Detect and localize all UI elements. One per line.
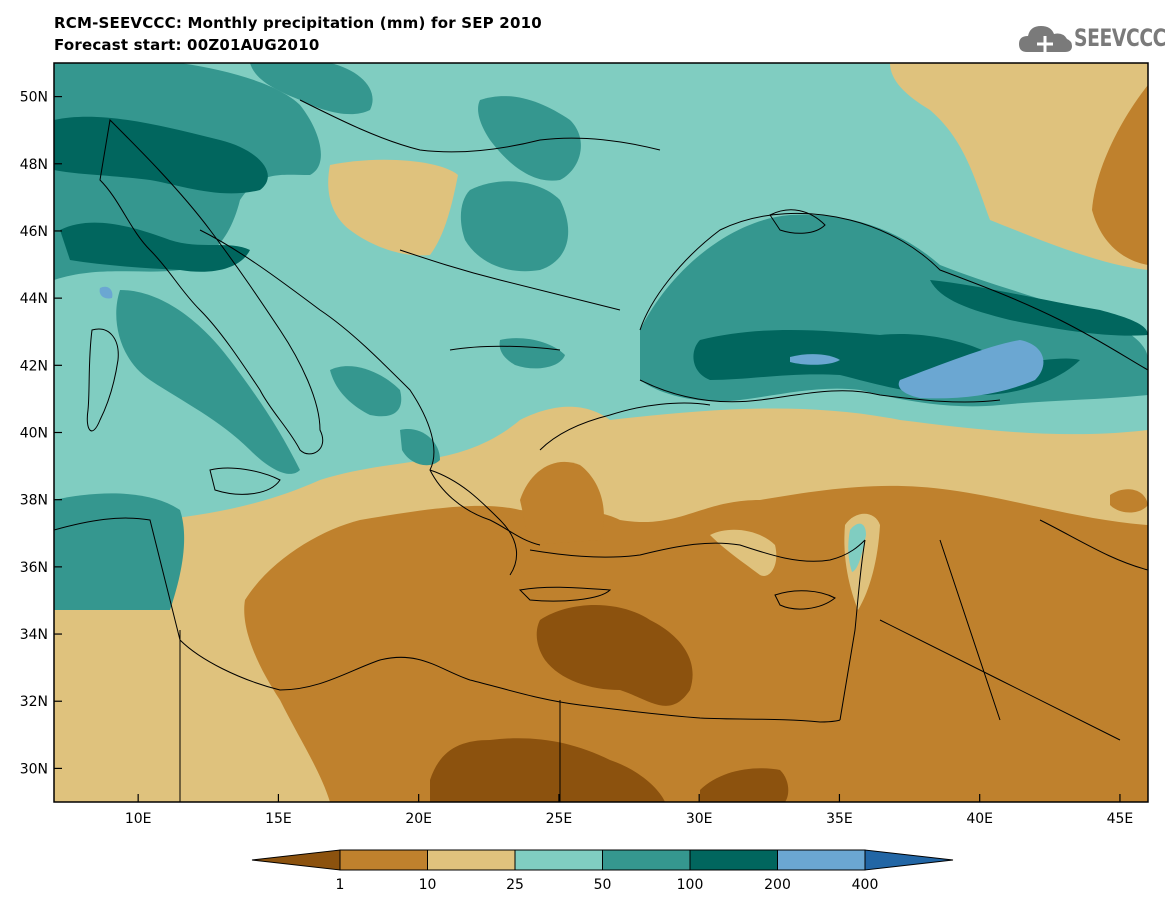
colorbar-label: 200: [764, 877, 791, 893]
lat-tick-label: 38N: [20, 493, 48, 509]
colorbar-segment: [339, 849, 428, 871]
colorbar-segment: [427, 849, 516, 871]
precipitation-colorbar: 1 10 25 50 100 200 400: [251, 849, 954, 893]
colorbar-segment: [689, 849, 778, 871]
colorbar-label: 10: [419, 877, 437, 893]
lat-tick-label: 30N: [20, 761, 48, 777]
lat-tick-label: 42N: [20, 358, 48, 374]
lon-tick-label: 45E: [1107, 811, 1134, 827]
lon-tick-label: 35E: [826, 811, 853, 827]
precipitation-field: [54, 63, 1148, 802]
colorbar-below-arrow: [251, 849, 341, 871]
lat-tick-label: 40N: [20, 426, 48, 442]
map-title: RCM-SEEVCCC: Monthly precipitation (mm) …: [54, 14, 542, 32]
colorbar-label: 25: [506, 877, 524, 893]
country-borders: [54, 99, 1148, 802]
lon-tick-label: 40E: [966, 811, 993, 827]
forecast-start-label: Forecast start: 00Z01AUG2010: [54, 36, 320, 54]
colorbar-segment: [602, 849, 691, 871]
longitude-axis: 10E 15E 20E 25E 30E 35E 40E 45E: [125, 794, 1133, 827]
colorbar-segment: [777, 849, 866, 871]
lat-tick-label: 34N: [20, 627, 48, 643]
colorbar-above-arrow: [864, 849, 954, 871]
colorbar-segment: [514, 849, 603, 871]
lat-tick-label: 50N: [20, 90, 48, 106]
colorbar-label: 1: [336, 877, 345, 893]
seevccc-logo-text: SEEVCCC: [1074, 24, 1165, 52]
colorbar-label: 100: [677, 877, 704, 893]
latitude-axis: 50N 48N 46N 44N 42N 40N 38N 36N 34N 32N 30N: [20, 90, 62, 777]
colorbar-label: 50: [594, 877, 612, 893]
lat-tick-label: 44N: [20, 291, 48, 307]
lat-tick-label: 48N: [20, 157, 48, 173]
lon-tick-label: 30E: [686, 811, 713, 827]
lon-tick-label: 20E: [405, 811, 432, 827]
lat-tick-label: 46N: [20, 224, 48, 240]
lon-tick-label: 10E: [125, 811, 152, 827]
lat-tick-label: 36N: [20, 560, 48, 576]
lat-tick-label: 32N: [20, 694, 48, 710]
cloud-logo-icon: [1019, 26, 1072, 52]
lon-tick-label: 15E: [265, 811, 292, 827]
colorbar-label: 400: [852, 877, 879, 893]
lon-tick-label: 25E: [546, 811, 573, 827]
